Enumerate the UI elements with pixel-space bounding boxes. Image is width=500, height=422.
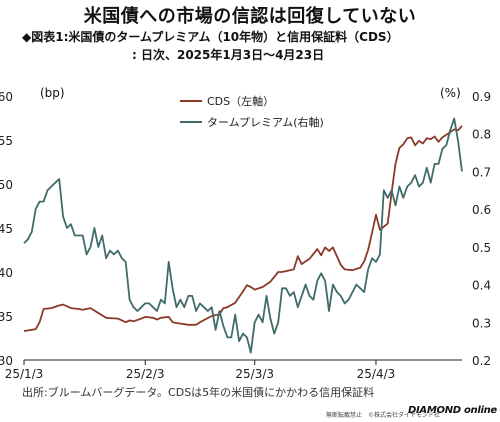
- left-tick-label: 35: [0, 310, 13, 324]
- cds-series-line: [23, 125, 463, 332]
- x-tick-label: 25/2/3: [126, 367, 165, 381]
- legend-label: CDS（左軸）: [207, 94, 274, 108]
- right-tick-label: 0.2: [472, 354, 491, 368]
- brand-logo: DIAMOND online: [408, 405, 497, 416]
- x-tick-label: 25/3/3: [235, 367, 274, 381]
- right-tick-label: 0.4: [472, 279, 491, 293]
- x-tick-label: 25/4/3: [357, 367, 396, 381]
- copyright-note: 無断転載禁止 ©株式会社ダイヤモンド社: [326, 412, 440, 419]
- left-tick-label: 60: [0, 90, 13, 104]
- chart-date-range: : 日次、2025年1月3日～4月23日: [132, 48, 325, 62]
- right-tick-label: 0.8: [472, 128, 491, 142]
- left-tick-label: 30: [0, 354, 13, 368]
- chart-subtitle: ◆図表1:米国債のタームプレミアム（10年物）と信用保証料（CDS）: [22, 30, 399, 44]
- left-tick-label: 50: [0, 178, 13, 192]
- right-tick-label: 0.7: [472, 165, 491, 179]
- chart-title: 米国債への市場の信認は回復していない: [83, 6, 417, 27]
- right-tick-label: 0.9: [472, 90, 491, 104]
- legend-label: タームプレミアム(右軸): [207, 115, 324, 129]
- right-axis-unit: (%): [440, 86, 461, 100]
- left-tick-label: 55: [0, 134, 13, 148]
- term-premium-series-line: [23, 117, 463, 354]
- source-note: 出所:ブルームバーグデータ。CDSは5年の米国債にかかわる信用保証料: [22, 386, 375, 399]
- right-tick-label: 0.3: [472, 316, 491, 330]
- right-tick-label: 0.5: [472, 241, 491, 255]
- right-tick-label: 0.6: [472, 203, 491, 217]
- x-tick-label: 25/1/3: [5, 367, 44, 381]
- left-axis-unit: (bp): [40, 86, 65, 100]
- left-tick-label: 45: [0, 222, 13, 236]
- left-tick-label: 40: [0, 266, 13, 280]
